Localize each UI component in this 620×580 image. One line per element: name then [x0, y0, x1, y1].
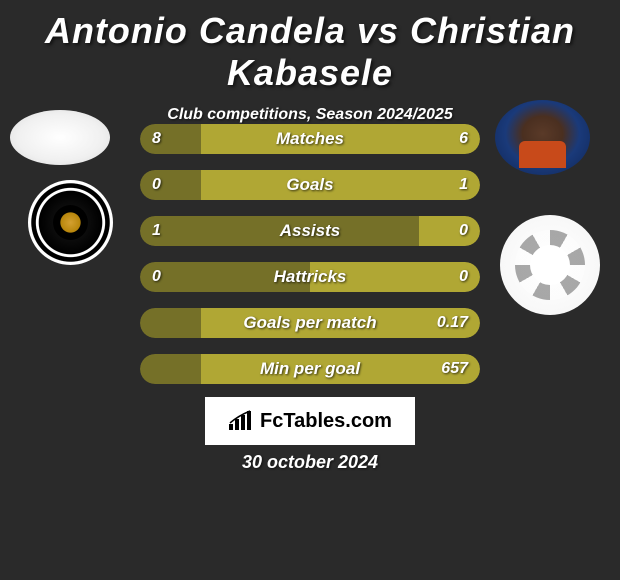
- stat-value-right: 0.17: [437, 308, 468, 338]
- stat-row-goals: 0 Goals 1: [140, 170, 480, 200]
- stat-value-right: 6: [459, 124, 468, 154]
- club-right-badge: [500, 215, 600, 315]
- stat-label: Goals per match: [140, 308, 480, 338]
- stat-value-right: 657: [441, 354, 468, 384]
- player-left-avatar: [10, 110, 110, 165]
- date-label: 30 october 2024: [0, 452, 620, 473]
- stats-container: 8 Matches 6 0 Goals 1 1 Assists 0 0 Hatt…: [140, 124, 480, 400]
- stat-label: Hattricks: [140, 262, 480, 292]
- stat-row-matches: 8 Matches 6: [140, 124, 480, 154]
- stat-value-right: 0: [459, 262, 468, 292]
- stat-row-assists: 1 Assists 0: [140, 216, 480, 246]
- bar-chart-icon: [228, 410, 254, 432]
- stat-row-min-per-goal: Min per goal 657: [140, 354, 480, 384]
- brand-text: FcTables.com: [260, 410, 392, 433]
- stat-label: Goals: [140, 170, 480, 200]
- stat-label: Min per goal: [140, 354, 480, 384]
- stat-label: Matches: [140, 124, 480, 154]
- stat-row-goals-per-match: Goals per match 0.17: [140, 308, 480, 338]
- stat-value-right: 0: [459, 216, 468, 246]
- stat-label: Assists: [140, 216, 480, 246]
- stat-row-hattricks: 0 Hattricks 0: [140, 262, 480, 292]
- player-right-avatar: [495, 100, 590, 175]
- page-title: Antonio Candela vs Christian Kabasele: [0, 0, 620, 94]
- brand-box[interactable]: FcTables.com: [205, 397, 415, 445]
- stat-value-right: 1: [459, 170, 468, 200]
- club-left-badge: [28, 180, 113, 265]
